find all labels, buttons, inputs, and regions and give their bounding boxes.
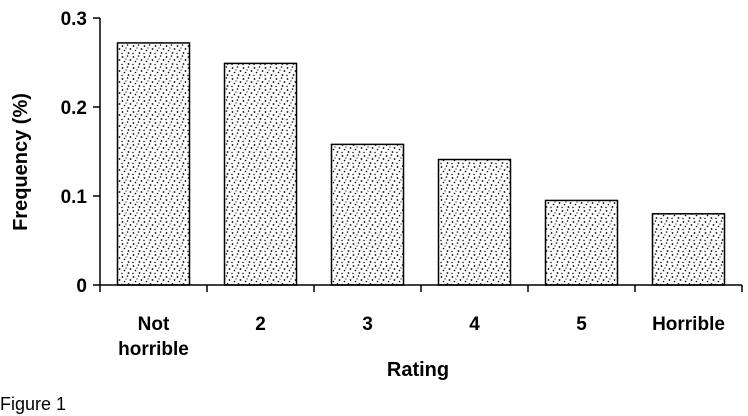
y-axis-title: Frequency (%) <box>10 93 32 231</box>
y-tick-label: 0.3 <box>61 9 87 30</box>
x-category-label: 2 <box>255 314 266 335</box>
y-tick-label: 0 <box>76 276 87 297</box>
x-category-label: Horrible <box>652 314 725 335</box>
bar <box>330 143 405 286</box>
bar <box>544 199 619 286</box>
x-axis-title: Rating <box>387 359 449 381</box>
x-category-label: Not horrible <box>118 314 189 360</box>
x-category-label: 5 <box>576 314 587 335</box>
bar <box>437 158 512 286</box>
bar <box>651 213 726 286</box>
bar <box>223 62 298 286</box>
y-tick-label: 0.2 <box>61 98 87 119</box>
y-tick-label: 0.1 <box>61 187 88 208</box>
x-category-label: 4 <box>469 314 480 335</box>
x-category-label: 3 <box>362 314 373 335</box>
figure-caption: Figure 1 <box>0 394 67 414</box>
bar <box>116 42 191 286</box>
